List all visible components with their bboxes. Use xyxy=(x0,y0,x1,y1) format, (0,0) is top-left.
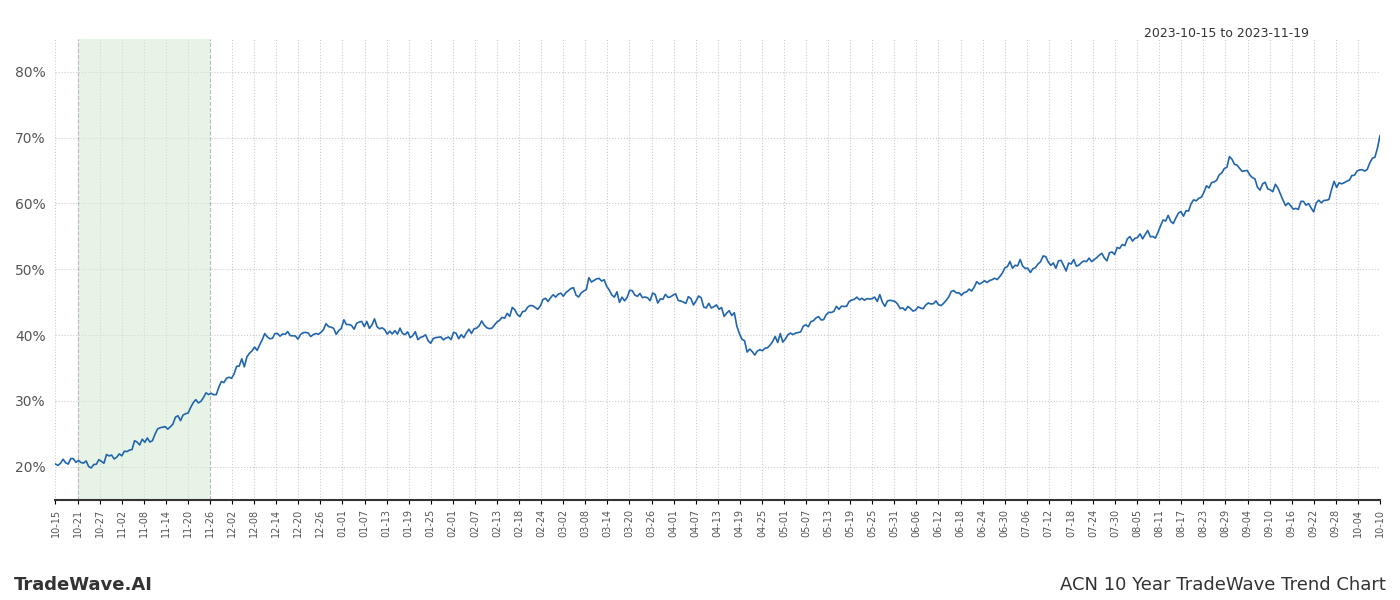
Text: ACN 10 Year TradeWave Trend Chart: ACN 10 Year TradeWave Trend Chart xyxy=(1060,576,1386,594)
Text: TradeWave.AI: TradeWave.AI xyxy=(14,576,153,594)
Bar xyxy=(77,39,210,500)
Text: 2023-10-15 to 2023-11-19: 2023-10-15 to 2023-11-19 xyxy=(1144,27,1309,40)
